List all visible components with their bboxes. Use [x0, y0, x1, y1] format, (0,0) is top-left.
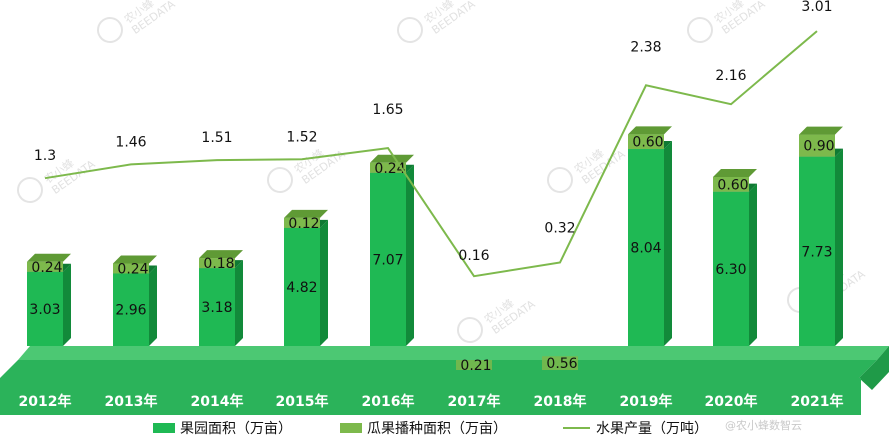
- bar-side-2019年: [664, 141, 672, 346]
- x-tick-2017年: 2017年: [448, 393, 501, 410]
- x-tick-2012年: 2012年: [19, 393, 72, 410]
- stack-2012年: [27, 261, 63, 272]
- watermark-bee-icon: [267, 167, 293, 193]
- stack-top-2012年: [27, 253, 71, 262]
- stack-2019年: [628, 134, 664, 150]
- line-label-2015年: 1.52: [286, 129, 317, 145]
- line-label-2014年: 1.51: [201, 130, 232, 146]
- stack-label-2016年: 0.24: [374, 161, 405, 177]
- stack-2021年: [799, 134, 835, 157]
- bar-side-2014年: [235, 260, 243, 346]
- stack-top-2014年: [199, 250, 243, 259]
- floor-side: [859, 346, 889, 390]
- floor-front: [0, 378, 861, 415]
- bar-label-2016年: 7.07: [372, 252, 403, 268]
- bar-label-2021年: 7.73: [801, 244, 832, 260]
- bar-label-2020年: 6.30: [715, 262, 746, 278]
- stack-top-2015年: [284, 209, 328, 218]
- line-label-2020年: 2.16: [715, 68, 746, 84]
- watermark-bee-icon: [687, 17, 713, 43]
- bar-label-2014年: 3.18: [201, 300, 232, 316]
- stack-2017年: [456, 360, 492, 370]
- bar-side-2012年: [63, 263, 71, 346]
- stack-2016年: [370, 162, 406, 173]
- stack-2015年: [284, 217, 320, 228]
- bar-2016年: [370, 172, 406, 346]
- stack-2013年: [113, 263, 149, 274]
- line-label-2012年: 1.3: [34, 148, 56, 164]
- line-label-2017年: 0.16: [458, 248, 489, 264]
- bar-side-2013年: [149, 265, 157, 346]
- watermark-bee-icon: [547, 167, 573, 193]
- line-label-2018年: 0.32: [544, 220, 575, 236]
- footer-watermark: @农小蜂数智云: [725, 418, 802, 432]
- stack-label-2019年: 0.60: [632, 135, 663, 151]
- bar-2013年: [113, 273, 149, 346]
- legend-swatch-stack: [340, 423, 362, 433]
- bar-2021年: [799, 156, 835, 346]
- stack-top-2021年: [799, 126, 843, 135]
- watermark-bee-icon: [17, 177, 43, 203]
- bar-label-2019年: 8.04: [630, 241, 661, 257]
- legend-swatch-bar: [153, 423, 175, 433]
- stack-label-2020年: 0.60: [717, 177, 748, 193]
- legend-label-bar: 果园面积（万亩）: [180, 420, 292, 437]
- bar-side-2020年: [749, 183, 757, 346]
- x-tick-2021年: 2021年: [791, 393, 844, 410]
- stack-label-2021年: 0.90: [803, 139, 834, 155]
- watermark-bee-icon: [457, 317, 483, 343]
- line-label-2021年: 3.01: [801, 0, 832, 15]
- x-tick-2020年: 2020年: [705, 393, 758, 410]
- stack-2018年: [542, 356, 578, 370]
- floor-top: [18, 346, 889, 360]
- stack-2020年: [713, 176, 749, 192]
- stack-top-2016年: [370, 154, 414, 163]
- line-label-2019年: 2.38: [630, 39, 661, 55]
- watermark-bee-icon: [97, 17, 123, 43]
- watermark-bee-icon: [397, 17, 423, 43]
- stack-top-2019年: [628, 126, 672, 135]
- bar-label-2012年: 3.03: [29, 302, 60, 318]
- bar-side-2015年: [320, 219, 328, 346]
- bar-2019年: [628, 149, 664, 346]
- bar-label-2013年: 2.96: [115, 303, 146, 319]
- legend-label-line: 水果产量（万吨）: [596, 421, 708, 437]
- bar-side-2016年: [406, 164, 414, 346]
- line-label-2016年: 1.65: [372, 102, 403, 118]
- x-tick-2014年: 2014年: [191, 393, 244, 410]
- x-tick-2018年: 2018年: [534, 393, 587, 410]
- stack-2014年: [199, 258, 235, 269]
- line-label-2013年: 1.46: [115, 134, 146, 150]
- legend: 果园面积（万亩） 瓜果播种面积（万亩） 水果产量（万吨）: [153, 420, 708, 437]
- stack-top-2020年: [713, 168, 757, 177]
- stack-label-2018年: 0.56: [546, 356, 577, 372]
- x-tick-2016年: 2016年: [362, 393, 415, 410]
- bar-2020年: [713, 191, 749, 346]
- bar-side-2021年: [835, 148, 843, 346]
- stack-label-2014年: 0.18: [203, 256, 234, 272]
- stack-top-2013年: [113, 255, 157, 264]
- stack-label-2015年: 0.12: [288, 216, 319, 232]
- floor-slope: [0, 360, 877, 378]
- stack-label-2017年: 0.21: [460, 358, 491, 374]
- bar-2015年: [284, 227, 320, 346]
- bar-2014年: [199, 268, 235, 346]
- stack-label-2012年: 0.24: [31, 260, 62, 276]
- x-tick-2015年: 2015年: [276, 393, 329, 410]
- stack-label-2013年: 0.24: [117, 261, 148, 277]
- bar-2012年: [27, 271, 63, 346]
- bar-label-2015年: 4.82: [286, 280, 317, 296]
- x-tick-2019年: 2019年: [620, 393, 673, 410]
- legend-label-stack: 瓜果播种面积（万亩）: [367, 420, 507, 437]
- line-series-fruit-output: [44, 30, 818, 278]
- x-tick-2013年: 2013年: [105, 393, 158, 410]
